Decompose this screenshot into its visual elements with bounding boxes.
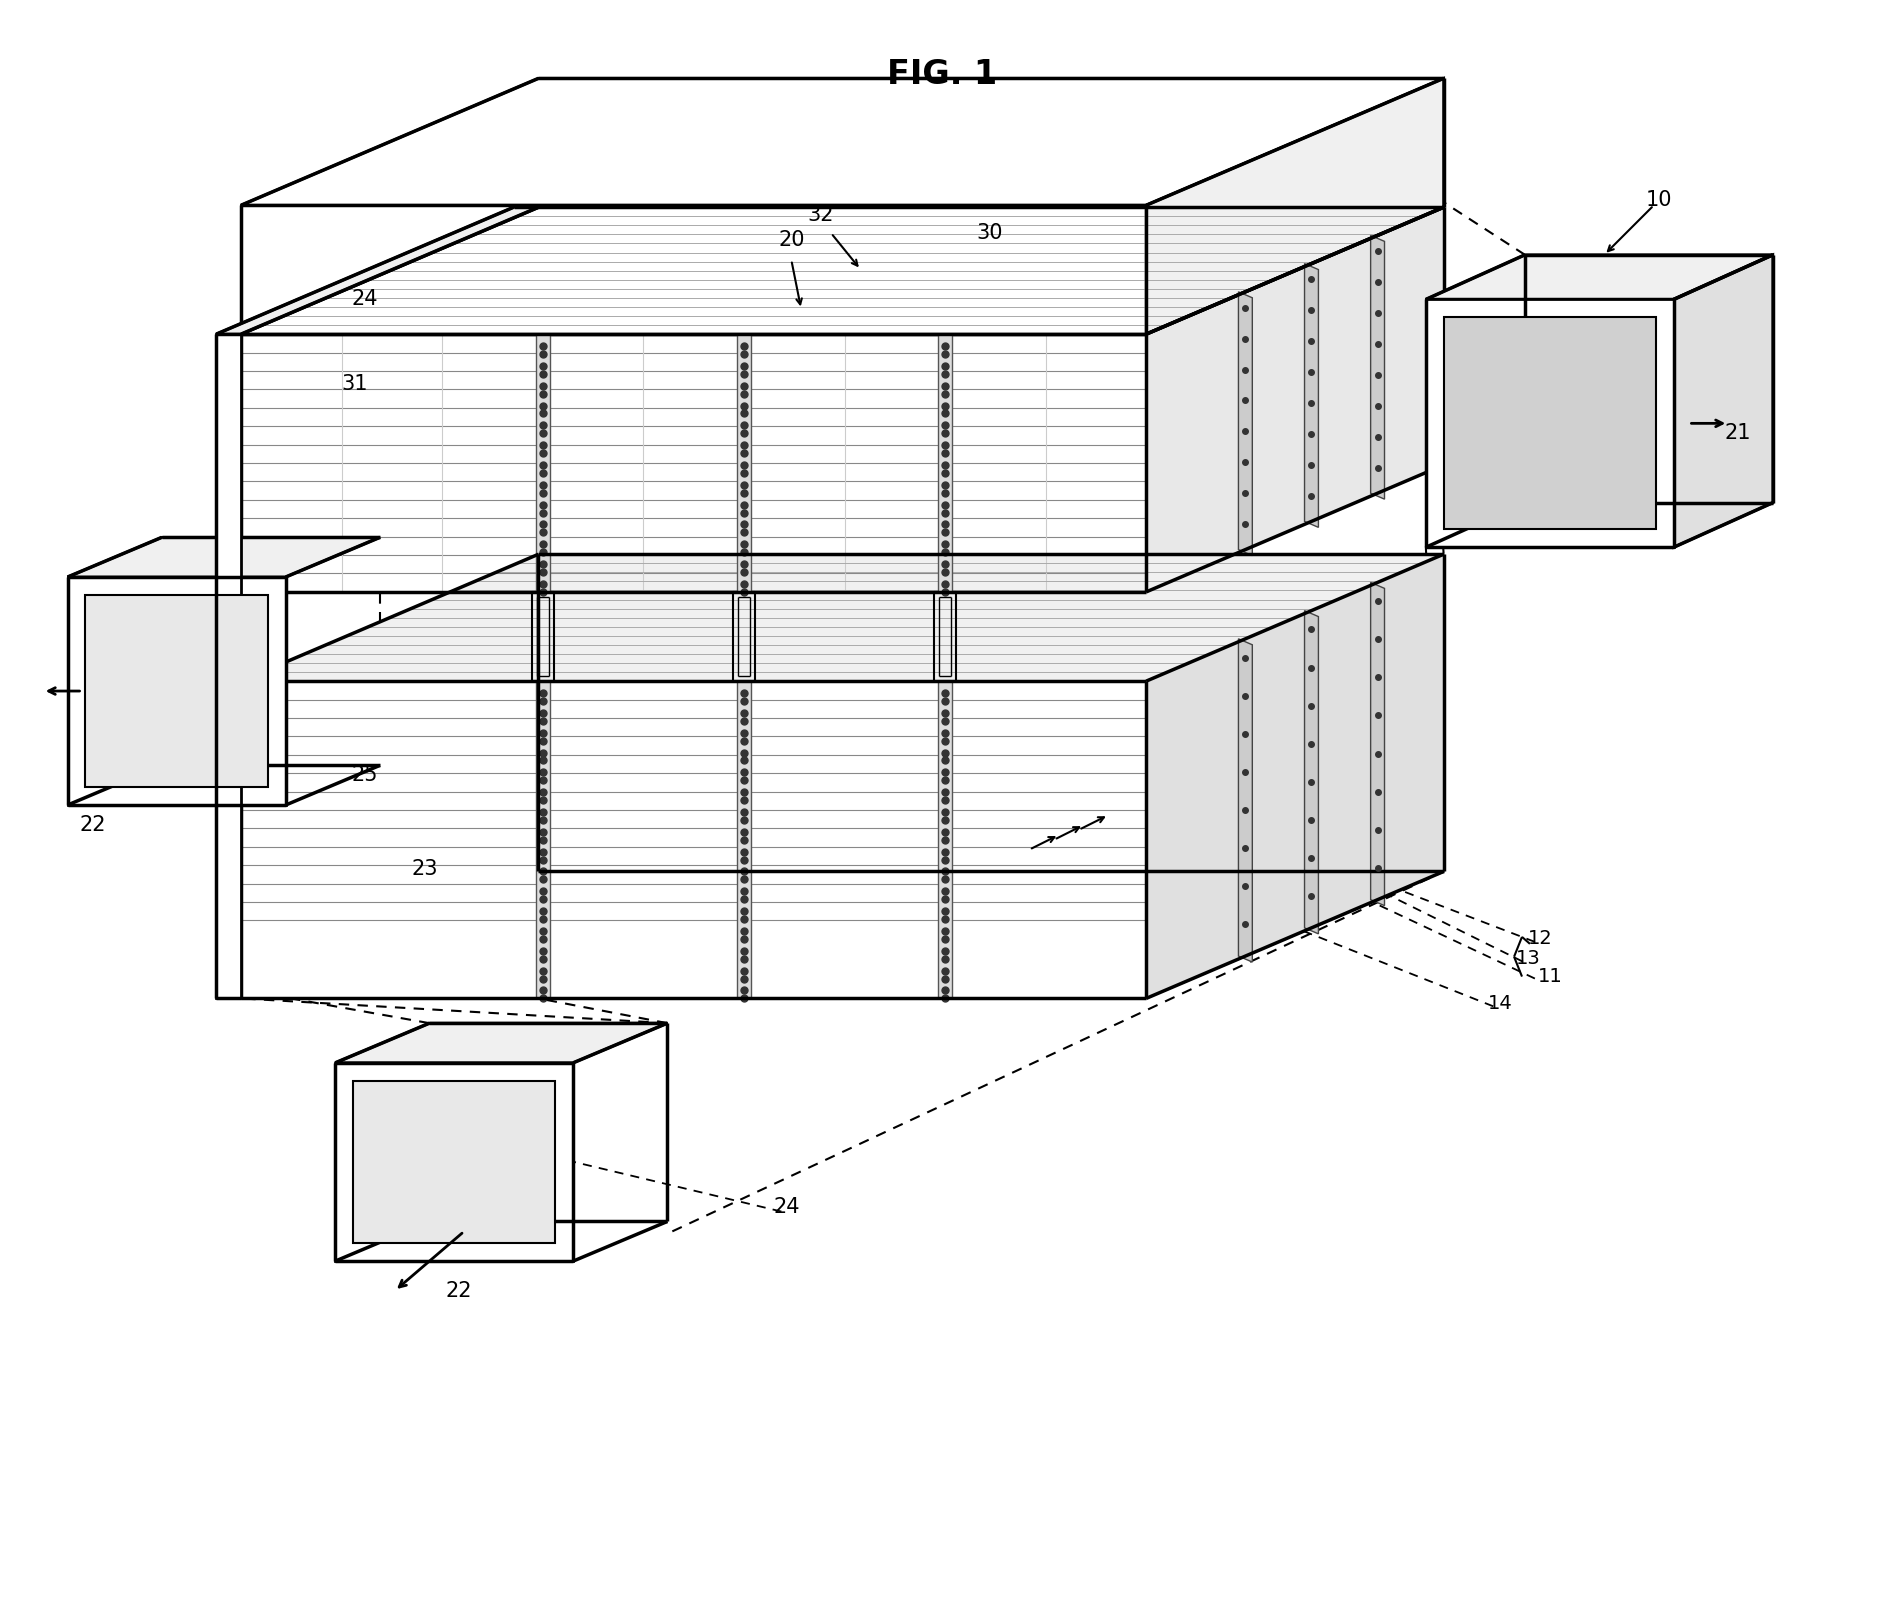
Text: 22: 22	[79, 814, 106, 835]
Polygon shape	[217, 208, 539, 334]
Text: 13: 13	[1515, 949, 1541, 968]
Polygon shape	[535, 681, 550, 999]
Text: 32: 32	[808, 204, 835, 225]
Text: 31: 31	[341, 373, 367, 394]
Text: 20: 20	[778, 230, 804, 250]
Text: 14: 14	[1488, 994, 1513, 1012]
Polygon shape	[737, 334, 752, 592]
Text: 24: 24	[772, 1197, 799, 1216]
Polygon shape	[535, 334, 550, 592]
Polygon shape	[241, 78, 1443, 206]
Text: 25: 25	[352, 766, 379, 785]
Polygon shape	[241, 334, 1145, 592]
Polygon shape	[938, 681, 951, 999]
Polygon shape	[1304, 610, 1319, 934]
Polygon shape	[68, 537, 381, 577]
Polygon shape	[1372, 582, 1385, 905]
Polygon shape	[241, 208, 1443, 334]
Polygon shape	[737, 681, 752, 999]
Polygon shape	[68, 577, 286, 805]
Text: 21: 21	[1726, 423, 1752, 443]
Polygon shape	[938, 334, 951, 592]
Polygon shape	[217, 334, 241, 999]
Text: 30: 30	[976, 222, 1002, 243]
Text: 23: 23	[411, 860, 437, 879]
Polygon shape	[85, 595, 268, 787]
Text: FIG. 1: FIG. 1	[887, 58, 997, 91]
Polygon shape	[1238, 639, 1253, 962]
Polygon shape	[1426, 300, 1673, 547]
Polygon shape	[335, 1023, 667, 1062]
Polygon shape	[241, 555, 1443, 681]
Polygon shape	[1145, 78, 1443, 334]
Polygon shape	[1426, 255, 1773, 300]
Text: 24: 24	[352, 289, 379, 310]
Text: 12: 12	[1528, 929, 1552, 949]
Polygon shape	[1238, 292, 1253, 556]
Polygon shape	[1145, 555, 1443, 999]
Polygon shape	[1372, 235, 1385, 500]
Polygon shape	[352, 1080, 556, 1244]
Text: 11: 11	[1537, 967, 1562, 986]
Text: 10: 10	[1645, 190, 1673, 211]
Polygon shape	[241, 206, 1145, 334]
Polygon shape	[1145, 208, 1443, 592]
Polygon shape	[1304, 264, 1319, 527]
Polygon shape	[1673, 255, 1773, 547]
Polygon shape	[335, 1062, 573, 1262]
Polygon shape	[241, 681, 1145, 999]
Text: 22: 22	[447, 1281, 473, 1301]
Polygon shape	[1443, 318, 1656, 529]
